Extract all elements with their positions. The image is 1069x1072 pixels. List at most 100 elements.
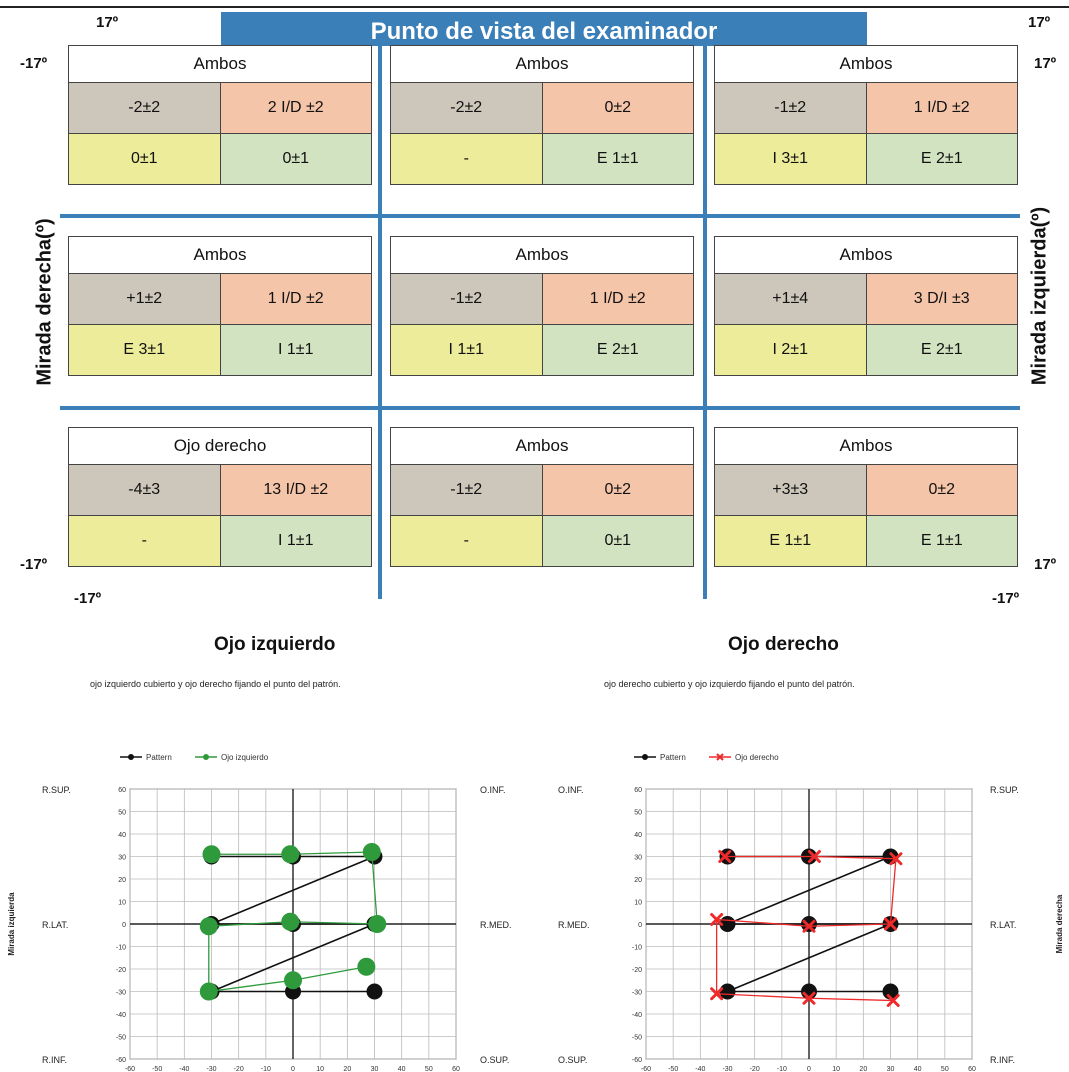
y-tick-label: 50	[634, 810, 642, 817]
y-tick-label: -40	[632, 1012, 642, 1019]
left-eye-title: Ojo izquierdo	[214, 634, 336, 655]
data-point	[719, 983, 736, 1000]
y-tick-label: 0	[122, 922, 126, 929]
corner-label-top-right: O.INF.	[480, 785, 506, 795]
right-eye-torsion: I 1±1	[219, 325, 371, 375]
corner-label-bottom-left: R.INF.	[42, 1055, 67, 1065]
horizontal-deviation: 0±2	[541, 83, 693, 133]
data-point	[801, 916, 817, 932]
data-point	[710, 913, 724, 926]
y-tick-label: 50	[118, 810, 126, 817]
y-tick-label: 20	[634, 877, 642, 884]
x-tick-label: 0	[291, 1066, 295, 1072]
corner-label-bottom-right: O.SUP.	[480, 1055, 509, 1065]
left-eye-torsion: -	[391, 516, 542, 566]
data-point	[718, 850, 732, 863]
left-eye-torsion: E 1±1	[715, 516, 866, 566]
grid-divider-horizontal-1	[60, 214, 1020, 218]
data-point	[281, 845, 300, 864]
gaze-panel-bottom-left: Ojo derecho -4±3 13 I/D ±2 -I 1±1	[68, 427, 372, 567]
degree-label-left-bottom: -17º	[20, 556, 48, 573]
vertical-deviation: -2±2	[391, 83, 542, 133]
vertical-deviation: -1±2	[391, 465, 542, 515]
degree-label-right-top: 17º	[1034, 55, 1057, 72]
panel-header: Ambos	[69, 237, 371, 274]
legend-marker	[128, 754, 134, 760]
y-tick-label: -50	[116, 1035, 126, 1042]
gaze-panel-top-right: Ambos -1±2 1 I/D ±2 I 3±1 E 2±1	[714, 45, 1018, 185]
panel-header: Ambos	[715, 46, 1017, 83]
x-tick-label: 10	[832, 1066, 840, 1072]
x-tick-label: 50	[425, 1066, 433, 1072]
legend-marker	[716, 753, 724, 761]
vertical-deviation: -1±2	[391, 274, 542, 324]
y-tick-label: -50	[632, 1035, 642, 1042]
x-tick-label: 40	[914, 1066, 922, 1072]
degree-label-left-top: -17º	[20, 55, 48, 72]
panel-header: Ambos	[391, 428, 693, 465]
corner-label-top-left: R.SUP.	[42, 785, 71, 795]
x-tick-label: 40	[398, 1066, 406, 1072]
x-tick-label: 20	[343, 1066, 351, 1072]
panel-header: Ambos	[715, 428, 1017, 465]
data-point	[366, 983, 383, 1000]
data-point	[368, 915, 387, 933]
x-tick-label: -30	[722, 1066, 732, 1072]
grid-divider-vertical-1	[378, 44, 382, 599]
left-eye-description: ojo izquierdo cubierto y ojo derecho fij…	[90, 679, 341, 689]
y-tick-label: -60	[632, 1057, 642, 1064]
right-eye-torsion: E 2±1	[865, 325, 1017, 375]
gaze-panel-top-left: Ambos -2±2 2 I/D ±2 0±1 0±1	[68, 45, 372, 185]
banner-title: Punto de vista del examinador	[221, 12, 867, 46]
data-point	[882, 983, 899, 1000]
side-axis-label: Mirada derecha	[1055, 894, 1064, 953]
right-eye-title: Ojo derecho	[728, 634, 839, 655]
x-tick-label: 20	[859, 1066, 867, 1072]
y-tick-label: -10	[632, 945, 642, 952]
vertical-deviation: -4±3	[69, 465, 220, 515]
left-eye-torsion: -	[391, 134, 542, 184]
y-tick-label: 40	[118, 832, 126, 839]
x-tick-label: -20	[750, 1066, 760, 1072]
gaze-panel-bottom-right: Ambos +3±3 0±2 E 1±1 E 1±1	[714, 427, 1018, 567]
right-eye-torsion: 0±1	[219, 134, 371, 184]
grid-divider-vertical-2	[703, 44, 707, 599]
side-label-left-gaze: Mirada izquierda(º)	[1028, 206, 1051, 386]
panel-header: Ojo derecho	[69, 428, 371, 465]
x-tick-label: -40	[179, 1066, 189, 1072]
corner-label-bottom-right: R.INF.	[990, 1055, 1015, 1065]
horizontal-deviation: 1 I/D ±2	[865, 83, 1017, 133]
data-point	[284, 971, 302, 990]
horizontal-deviation: 2 I/D ±2	[219, 83, 371, 133]
x-tick-label: -40	[695, 1066, 705, 1072]
side-axis-label: Mirada izquierda	[7, 892, 16, 956]
horizontal-deviation: 0±2	[541, 465, 693, 515]
top-rule	[0, 6, 1069, 8]
data-point	[802, 991, 816, 1005]
left-eye-torsion: -	[69, 516, 220, 566]
data-point	[889, 852, 903, 866]
data-point	[807, 850, 821, 863]
y-tick-label: -30	[632, 990, 642, 997]
y-tick-label: 60	[634, 787, 642, 794]
panel-header: Ambos	[715, 237, 1017, 274]
right-eye-torsion: 0±1	[541, 516, 693, 566]
horizontal-deviation: 1 I/D ±2	[541, 274, 693, 324]
y-tick-label: 40	[634, 832, 642, 839]
x-tick-label: 0	[807, 1066, 811, 1072]
vertical-deviation: +1±4	[715, 274, 866, 324]
y-tick-label: 30	[118, 855, 126, 862]
corner-label-mid-right: R.MED.	[480, 920, 512, 930]
corner-label-top-left: O.INF.	[558, 785, 584, 795]
x-tick-label: 60	[968, 1066, 976, 1072]
legend-marker	[203, 754, 209, 760]
degree-label-top-left: 17º	[96, 14, 119, 31]
corner-label-mid-right: R.LAT.	[990, 920, 1016, 930]
gaze-panel-middle-center: Ambos -1±2 1 I/D ±2 I 1±1 E 2±1	[390, 236, 694, 376]
data-point	[884, 917, 897, 931]
left-eye-chart: -60 -60 -50 -50 -40 -40 -30 -30 -20 -20 -10 -10 0 0 10…	[7, 753, 512, 1072]
right-eye-torsion: E 2±1	[865, 134, 1017, 184]
panel-header: Ambos	[391, 46, 693, 83]
gaze-panel-bottom-center: Ambos -1±2 0±2 -0±1	[390, 427, 694, 567]
data-point	[357, 957, 376, 976]
